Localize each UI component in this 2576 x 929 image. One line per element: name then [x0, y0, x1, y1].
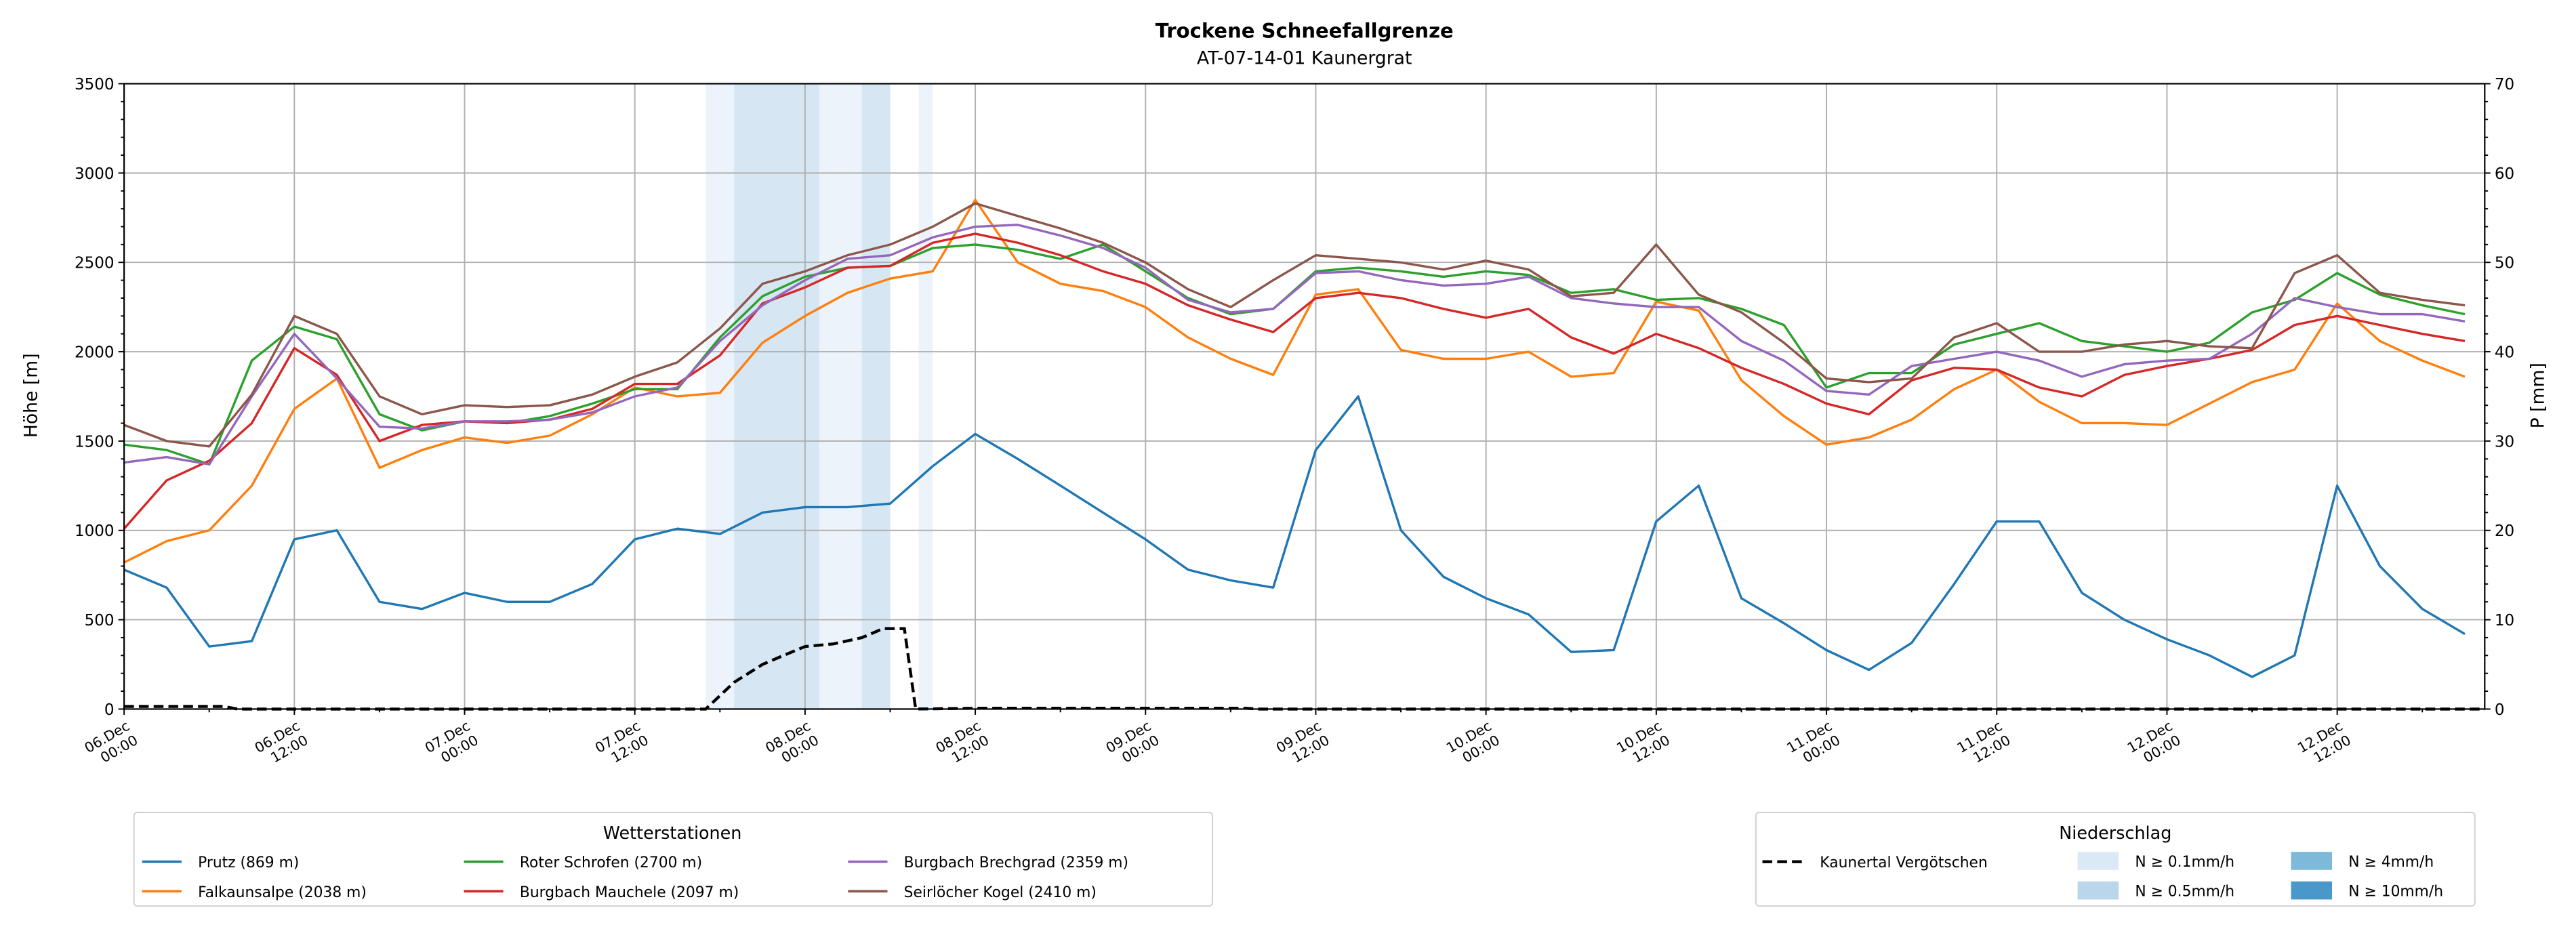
- y-tick-label: 0: [104, 701, 115, 719]
- series-line-1: [123, 199, 2466, 564]
- y-axis-label-right: P [mm]: [2528, 363, 2549, 428]
- chart-title: Trockene Schneefallgrenze: [1156, 20, 1454, 43]
- legend-swatch: [2291, 852, 2333, 870]
- legend-label: Seirlöcher Kogel (2410 m): [904, 884, 1097, 901]
- y-tick-label-right: 50: [2495, 255, 2514, 272]
- precip-band: [706, 83, 735, 709]
- y-tick-label: 2500: [75, 255, 115, 272]
- series-line-0: [123, 395, 2466, 678]
- legend-swatch: [2077, 852, 2119, 870]
- legend-precip: Niederschlag Kaunertal Vergötschen N ≥ 0.1…: [1755, 812, 2476, 907]
- legend-label: Falkaunsalpe (2038 m): [198, 884, 367, 901]
- series-line-5: [123, 202, 2466, 448]
- y-tick-label: 2000: [75, 344, 115, 362]
- y-tick-label-right: 40: [2495, 344, 2514, 362]
- y-tick-label: 1000: [75, 522, 115, 540]
- y-tick-label-right: 0: [2495, 701, 2505, 719]
- legend-stations: Wetterstationen Prutz (869 m) Falkaunsalpe…: [133, 812, 1214, 907]
- series-lines: [123, 199, 2485, 711]
- legend-label: N ≥ 4mm/h: [2348, 854, 2434, 871]
- legend-frame: [133, 812, 1214, 907]
- precip-line: [124, 627, 2485, 711]
- series-line-4: [123, 224, 2466, 466]
- y-tick-label-right: 70: [2495, 76, 2514, 94]
- y-tick-label-right: 60: [2495, 165, 2514, 183]
- legend-swatch: [2077, 881, 2119, 900]
- chart-subtitle: AT-07-14-01 Kaunergrat: [1197, 47, 1412, 68]
- precip-band: [918, 83, 933, 709]
- legend-label: N ≥ 0.5mm/h: [2135, 884, 2234, 901]
- legend-label: N ≥ 10mm/h: [2348, 884, 2443, 901]
- legend-label: N ≥ 0.1mm/h: [2135, 854, 2234, 871]
- y-tick-label: 3000: [75, 165, 115, 183]
- legend-title: Niederschlag: [2059, 823, 2171, 843]
- precip-band: [861, 83, 891, 709]
- y-tick-label-right: 30: [2495, 433, 2514, 451]
- legend-title: Wetterstationen: [603, 823, 742, 843]
- y-tick-label-right: 10: [2495, 612, 2514, 629]
- legend-label: Kaunertal Vergötschen: [1820, 854, 1987, 871]
- plot-frame: [123, 83, 2486, 710]
- legend-swatch: [2291, 881, 2333, 900]
- y-tick-label-right: 20: [2495, 522, 2514, 540]
- y-tick-label: 500: [85, 612, 115, 629]
- y-tick-label: 1500: [75, 433, 115, 451]
- precip-band: [734, 83, 819, 709]
- legend-label: Prutz (869 m): [198, 854, 299, 871]
- y-axis-label: Höhe [m]: [21, 353, 42, 438]
- legend-label: Roter Schrofen (2700 m): [520, 854, 702, 871]
- y-tick-label: 3500: [75, 76, 115, 94]
- legend-label: Burgbach Mauchele (2097 m): [520, 884, 739, 901]
- legend-label: Burgbach Brechgrad (2359 m): [904, 854, 1128, 871]
- precip-band: [819, 83, 862, 709]
- series-line-3: [123, 232, 2466, 530]
